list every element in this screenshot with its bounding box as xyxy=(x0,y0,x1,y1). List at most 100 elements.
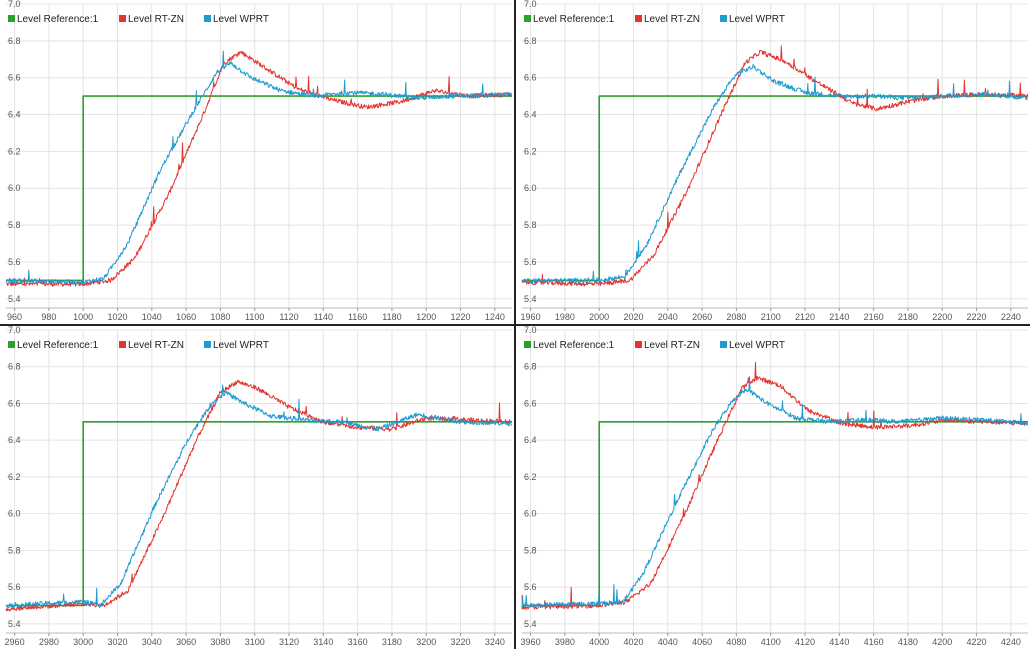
x-tick-label: 1140 xyxy=(314,312,333,322)
legend-swatch xyxy=(524,341,531,348)
y-tick-label: 6.0 xyxy=(8,509,21,519)
x-tick-label: 4040 xyxy=(658,637,678,647)
chart-panel-4: 3960 3980 4000 4020 4040 4060 4080 4100 4120 4140… xyxy=(516,326,1030,649)
legend-label: Level Reference:1 xyxy=(533,14,615,25)
grid-lines xyxy=(522,329,1028,633)
series-line-wprt xyxy=(521,376,1028,608)
y-tick-label: 5.4 xyxy=(524,294,537,304)
y-tick-label: 6.6 xyxy=(524,398,537,408)
legend-label: Level WPRT xyxy=(729,14,785,25)
legend-swatch xyxy=(635,15,642,22)
y-tick-label: 6.2 xyxy=(8,472,21,482)
y-tick-label: 6.6 xyxy=(8,398,21,408)
x-tick-label: 1220 xyxy=(451,312,471,322)
legend-label: Level Reference:1 xyxy=(17,340,99,351)
legend-swatch xyxy=(204,15,211,22)
x-tick-label: 4220 xyxy=(967,637,987,647)
series-line-rtzn xyxy=(5,379,512,612)
series-line-wprt xyxy=(5,384,512,608)
x-tick-label: 3200 xyxy=(416,637,436,647)
x-tick-label: 960 xyxy=(7,312,22,322)
x-tick-label: 3160 xyxy=(348,637,368,647)
x-tick-label: 4160 xyxy=(864,637,884,647)
y-tick-label: 5.8 xyxy=(8,545,21,555)
x-tick-label: 1960 xyxy=(521,312,541,322)
horizontal-divider xyxy=(0,324,1030,326)
x-tick-label: 3140 xyxy=(313,637,333,647)
series-line-wprt xyxy=(5,50,512,285)
x-tick-label: 3980 xyxy=(555,637,575,647)
y-tick-label: 5.6 xyxy=(524,257,537,267)
legend-swatch xyxy=(720,15,727,22)
series-line-wprt xyxy=(521,64,1028,284)
x-tick-label: 4100 xyxy=(761,637,781,647)
y-tick-label: 6.0 xyxy=(8,183,21,193)
x-tick-label: 3100 xyxy=(245,637,265,647)
x-tick-label: 1180 xyxy=(382,312,401,322)
legend-label: Level RT-ZN xyxy=(644,14,700,25)
y-tick-label: 7.0 xyxy=(8,326,21,335)
x-tick-label: 4120 xyxy=(795,637,815,647)
x-tick-label: 2160 xyxy=(864,312,884,322)
y-tick-label: 6.2 xyxy=(524,472,537,482)
x-tick-label: 1160 xyxy=(348,312,367,322)
grid-lines xyxy=(6,329,512,633)
y-tick-label: 7.0 xyxy=(524,0,537,9)
series-line-rtzn xyxy=(521,45,1028,287)
x-tick-label: 2120 xyxy=(795,312,815,322)
legend-swatch xyxy=(204,341,211,348)
chart-svg: 2960 2980 3000 3020 3040 3060 3080 3100 3120 3140… xyxy=(5,326,512,647)
x-tick-label: 4060 xyxy=(692,637,712,647)
x-tick-label: 2000 xyxy=(589,312,609,322)
legend-swatch xyxy=(635,341,642,348)
x-tick-label: 3080 xyxy=(210,637,230,647)
y-tick-label: 5.6 xyxy=(524,582,537,592)
x-tick-label: 3220 xyxy=(451,637,471,647)
x-tick-label: 2240 xyxy=(1001,312,1021,322)
x-tick-label: 1060 xyxy=(176,312,196,322)
y-tick-label: 5.6 xyxy=(8,582,21,592)
x-tick-label: 1080 xyxy=(210,312,230,322)
chart-panel-3: 2960 2980 3000 3020 3040 3060 3080 3100 3120 3140… xyxy=(0,326,514,649)
chart-panel-2: 1960 1980 2000 2020 2040 2060 2080 2100 2120 2140… xyxy=(516,0,1030,324)
x-tick-label: 4080 xyxy=(726,637,746,647)
x-tick-label: 1200 xyxy=(416,312,436,322)
y-tick-label: 6.6 xyxy=(524,73,537,83)
y-tick-label: 5.4 xyxy=(8,294,21,304)
x-tick-label: 4020 xyxy=(623,637,643,647)
y-tick-label: 6.8 xyxy=(8,362,21,372)
x-tick-label: 2060 xyxy=(692,312,712,322)
x-tick-label: 980 xyxy=(41,312,56,322)
x-tick-label: 1980 xyxy=(555,312,575,322)
x-tick-label: 3240 xyxy=(485,637,505,647)
x-tick-label: 4180 xyxy=(898,637,918,647)
legend-label: Level WPRT xyxy=(213,340,269,351)
series-line-rtzn xyxy=(5,50,512,287)
y-tick-label: 6.2 xyxy=(8,146,21,156)
x-tick-label: 4200 xyxy=(932,637,952,647)
chart-svg: 3960 3980 4000 4020 4040 4060 4080 4100 4120 4140… xyxy=(521,326,1028,647)
legend-swatch xyxy=(119,341,126,348)
x-tick-label: 1120 xyxy=(279,312,298,322)
y-tick-label: 7.0 xyxy=(8,0,21,9)
x-tick-label: 1020 xyxy=(107,312,127,322)
x-tick-label: 3040 xyxy=(142,637,162,647)
legend-swatch xyxy=(8,15,15,22)
legend-label: Level WPRT xyxy=(213,14,269,25)
x-tick-label: 4240 xyxy=(1001,637,1021,647)
y-tick-label: 6.8 xyxy=(8,36,21,46)
y-tick-label: 6.4 xyxy=(524,110,537,120)
y-tick-label: 5.8 xyxy=(524,220,537,230)
x-tick-label: 2080 xyxy=(726,312,746,322)
legend-label: Level WPRT xyxy=(729,340,785,351)
x-tick-label: 3000 xyxy=(73,637,93,647)
x-tick-label: 2200 xyxy=(932,312,952,322)
y-tick-label: 5.6 xyxy=(8,257,21,267)
legend-label: Level RT-ZN xyxy=(128,340,184,351)
x-tick-label: 2040 xyxy=(658,312,678,322)
y-tick-label: 6.4 xyxy=(8,435,21,445)
x-tick-label: 2180 xyxy=(898,312,918,322)
y-tick-label: 5.8 xyxy=(524,545,537,555)
x-tick-label: 3960 xyxy=(521,637,541,647)
